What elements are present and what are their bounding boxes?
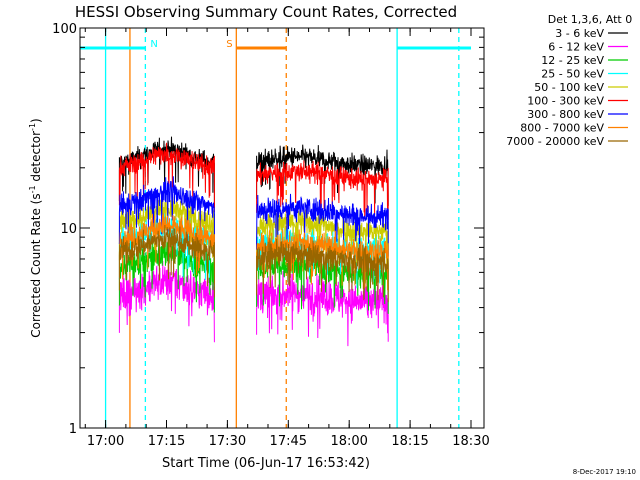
series-5: [118, 142, 389, 222]
y-tick-label-0: 1: [69, 422, 77, 437]
legend-title: Det 1,3,6, Att 0: [548, 13, 632, 26]
legend-label-4: 50 - 100 keV: [534, 81, 604, 94]
y-axis-label-main: Corrected Count Rate (s: [29, 193, 43, 337]
series-8-trace-1: [256, 238, 389, 303]
series-0-trace-1: [256, 144, 389, 206]
legend-label-2: 12 - 25 keV: [541, 54, 604, 67]
x-tick-label-2: 17:30: [209, 434, 246, 449]
x-tick-label-3: 17:45: [270, 434, 307, 449]
series-4-trace-0: [118, 194, 215, 268]
series-8: [118, 224, 389, 303]
x-tick-label-6: 18:30: [452, 434, 489, 449]
legend-label-1: 6 - 12 keV: [548, 41, 604, 54]
y-axis-label-end: ): [29, 118, 43, 123]
legend-label-0: 3 - 6 keV: [555, 27, 604, 40]
y-tick-label-1: 10: [60, 222, 77, 237]
series-5-trace-0: [118, 142, 215, 213]
x-tick-label-1: 17:15: [148, 434, 185, 449]
y-axis-label: Corrected Count Rate (s-1 detector-1): [28, 118, 43, 337]
y-axis-label-sup1: -1: [28, 185, 37, 193]
legend-label-7: 800 - 7000 keV: [520, 122, 604, 135]
series-1-trace-1: [256, 268, 389, 347]
series-6: [118, 176, 389, 257]
legend-label-5: 100 - 300 keV: [527, 95, 604, 108]
x-tick-label-4: 18:00: [330, 434, 367, 449]
series-8-trace-0: [118, 224, 215, 298]
legend-label-3: 25 - 50 keV: [541, 68, 604, 81]
series-6-trace-0: [118, 176, 215, 251]
series-2-trace-0: [118, 239, 215, 313]
y-axis-label-mid: detector: [29, 131, 43, 186]
x-tick-label-0: 17:00: [87, 434, 124, 449]
footer-date: 8-Dec-2017 19:10: [573, 468, 636, 476]
x-tick-label-5: 18:15: [391, 434, 428, 449]
x-axis-label: Start Time (06-Jun-17 16:53:42): [162, 456, 370, 471]
legend-label-8: 7000 - 20000 keV: [506, 135, 604, 148]
saa-bar-label-1: S: [226, 39, 232, 50]
chart-title: HESSI Observing Summary Count Rates, Cor…: [75, 3, 457, 21]
series-1-trace-0: [118, 260, 215, 343]
y-tick-label-2: 100: [52, 22, 77, 37]
y-axis-label-sup2: -1: [28, 123, 37, 131]
series-6-trace-1: [256, 193, 389, 257]
axes: 17:00 17:15 17:30 17:45 18:00 18:15 18:30 1 10 10…: [52, 22, 490, 449]
series-1: [118, 260, 389, 347]
saa-bar-label-0: N: [150, 39, 157, 50]
legend-label-6: 300 - 800 keV: [527, 108, 604, 121]
series-5-trace-1: [256, 160, 389, 222]
